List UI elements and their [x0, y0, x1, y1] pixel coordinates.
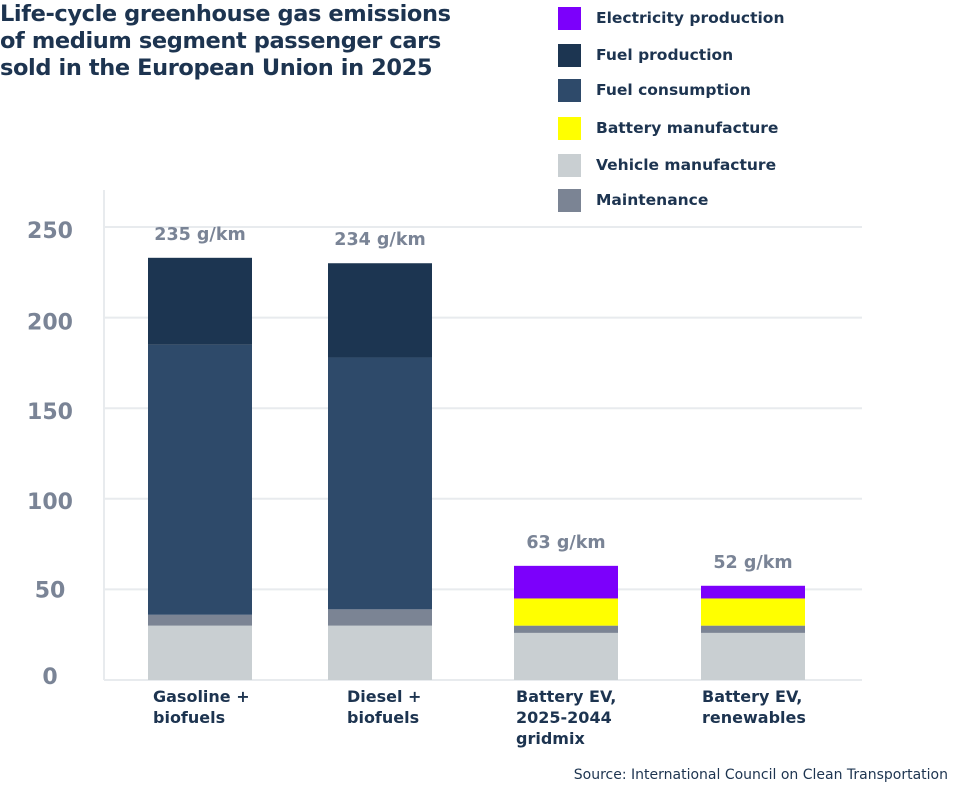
- y-tick-label-200: 200: [27, 311, 73, 336]
- source-note: Source: International Council on Clean T…: [573, 767, 948, 783]
- category-label-gasoline: Gasoline + biofuels: [153, 687, 250, 727]
- legend-swatch-electricity-production: [558, 6, 581, 30]
- bar-gasoline-fuel-consumption: [148, 344, 252, 615]
- category-label-diesel: Diesel + biofuels: [347, 687, 422, 727]
- legend-swatch-vehicle-manufacture: [558, 153, 581, 177]
- category-label-bev-renewables: Battery EV, renewables: [702, 687, 806, 727]
- chart-title: Life-cycle greenhouse gas emissions of m…: [0, 1, 451, 81]
- y-tick-label-250: 250: [27, 219, 73, 244]
- bar-bev-renewables-electricity-production: [701, 585, 805, 599]
- legend-swatch-maintenance: [558, 188, 581, 212]
- legend-swatch-fuel-consumption: [558, 78, 581, 102]
- bar-bev-renewables-battery-manufacture: [701, 598, 805, 626]
- bar-gasoline-fuel-production: [148, 257, 252, 345]
- legend-label-electricity-production: Electricity production: [596, 9, 785, 27]
- legend-item-fuel-production: Fuel production: [558, 43, 733, 67]
- total-label-diesel: 234 g/km: [334, 230, 425, 250]
- y-tick-label-150: 150: [27, 400, 73, 425]
- legend-label-fuel-production: Fuel production: [596, 46, 734, 64]
- y-tick-label-0: 0: [42, 665, 57, 690]
- legend-label-fuel-consumption: Fuel consumption: [596, 81, 751, 99]
- bar-gasoline-maintenance: [148, 614, 252, 626]
- total-label-gasoline: 235 g/km: [154, 225, 245, 245]
- legend-item-vehicle-manufacture: Vehicle manufacture: [558, 153, 776, 177]
- legend-item-maintenance: Maintenance: [558, 188, 708, 212]
- bar-bev-renewables-vehicle-manufacture: [701, 632, 805, 680]
- bar-bev-gridmix-electricity-production: [514, 565, 618, 599]
- bar-diesel-vehicle-manufacture: [328, 625, 432, 680]
- legend-swatch-fuel-production: [558, 43, 581, 67]
- category-label-bev-gridmix: Battery EV, 2025-2044 gridmix: [516, 687, 617, 748]
- legend-item-electricity-production: Electricity production: [558, 6, 785, 30]
- legend-item-fuel-consumption: Fuel consumption: [558, 78, 751, 102]
- total-label-bev-renewables: 52 g/km: [713, 553, 792, 573]
- bar-diesel-maintenance: [328, 609, 432, 626]
- total-label-bev-gridmix: 63 g/km: [526, 533, 605, 553]
- bar-diesel-fuel-production: [328, 263, 432, 358]
- legend-item-battery-manufacture: Battery manufacture: [558, 116, 778, 140]
- bar-bev-gridmix-battery-manufacture: [514, 598, 618, 626]
- bar-bev-gridmix-vehicle-manufacture: [514, 632, 618, 680]
- legend-label-battery-manufacture: Battery manufacture: [596, 119, 779, 137]
- bar-diesel-fuel-consumption: [328, 357, 432, 610]
- bar-gasoline-vehicle-manufacture: [148, 625, 252, 680]
- legend-label-vehicle-manufacture: Vehicle manufacture: [596, 156, 777, 174]
- legend-label-maintenance: Maintenance: [596, 191, 709, 209]
- y-tick-label-50: 50: [35, 578, 66, 603]
- y-tick-label-100: 100: [27, 490, 73, 515]
- legend-swatch-battery-manufacture: [558, 116, 581, 140]
- bar-bev-renewables-maintenance: [701, 625, 805, 633]
- bar-bev-gridmix-maintenance: [514, 625, 618, 633]
